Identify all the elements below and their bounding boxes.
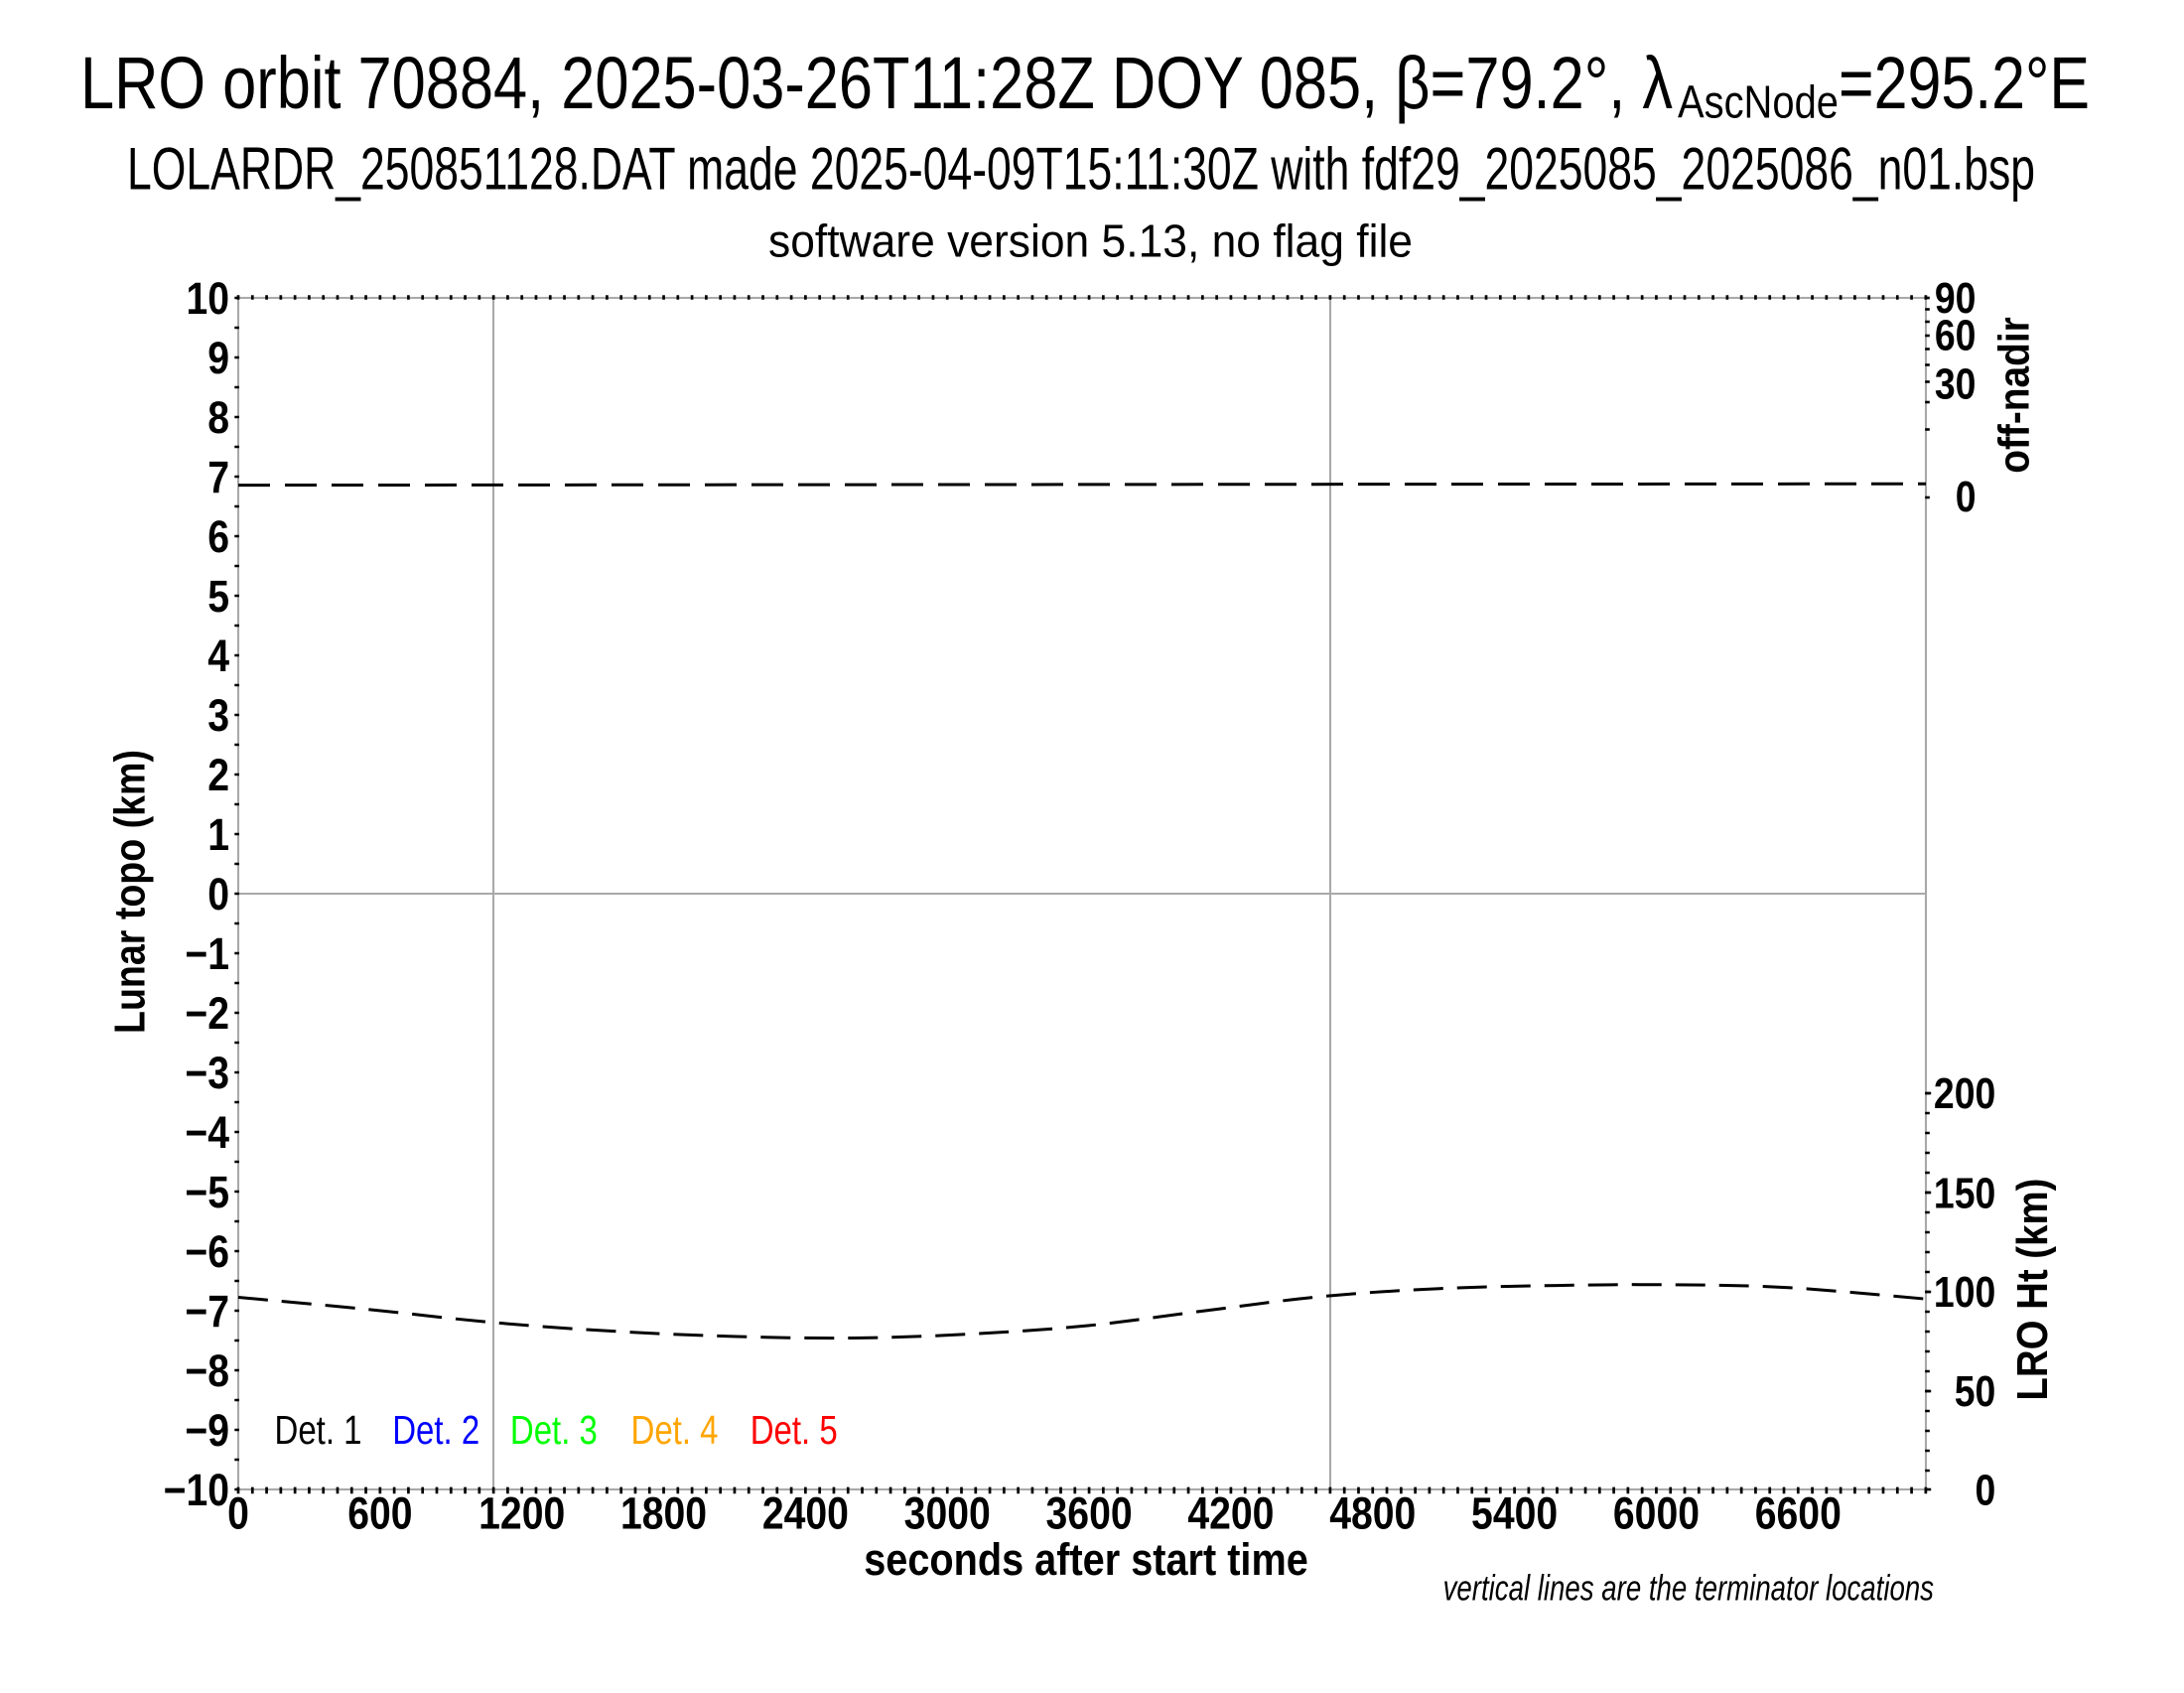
svg-text:4: 4 (207, 631, 229, 681)
svg-text:−9: −9 (185, 1405, 229, 1456)
svg-text:2400: 2400 (762, 1488, 849, 1539)
svg-text:3000: 3000 (904, 1488, 991, 1539)
svg-text:9: 9 (207, 333, 229, 383)
svg-text:Det. 1: Det. 1 (275, 1407, 362, 1453)
svg-text:5400: 5400 (1471, 1488, 1558, 1539)
svg-text:1: 1 (207, 809, 229, 860)
svg-text:−3: −3 (185, 1048, 229, 1098)
svg-text:200: 200 (1934, 1069, 1995, 1118)
svg-text:6600: 6600 (1755, 1488, 1842, 1539)
svg-text:6000: 6000 (1613, 1488, 1700, 1539)
svg-text:100: 100 (1934, 1268, 1995, 1317)
svg-text:3: 3 (207, 690, 229, 741)
svg-text:6: 6 (207, 511, 229, 562)
svg-text:−6: −6 (185, 1226, 229, 1277)
svg-text:4200: 4200 (1187, 1488, 1274, 1539)
svg-text:seconds after start time: seconds after start time (864, 1534, 1308, 1585)
svg-text:−8: −8 (185, 1345, 229, 1396)
svg-text:AscNode: AscNode (1678, 75, 1839, 127)
svg-text:4800: 4800 (1329, 1488, 1416, 1539)
svg-text:−5: −5 (185, 1167, 229, 1217)
svg-text:30: 30 (1935, 360, 1977, 409)
svg-text:8: 8 (207, 392, 229, 443)
svg-text:0: 0 (227, 1488, 249, 1539)
svg-text:2: 2 (207, 750, 229, 800)
svg-text:Det. 2: Det. 2 (392, 1407, 479, 1453)
svg-text:−2: −2 (185, 988, 229, 1039)
svg-text:Lunar topo (km): Lunar topo (km) (107, 750, 155, 1034)
svg-text:LOLARDR_250851128.DAT made 202: LOLARDR_250851128.DAT made 2025-04-09T15… (127, 135, 2035, 202)
svg-text:150: 150 (1934, 1170, 1995, 1218)
svg-text:−7: −7 (185, 1286, 229, 1337)
svg-text:−4: −4 (185, 1107, 229, 1158)
svg-text:90: 90 (1935, 274, 1977, 323)
svg-text:vertical lines are the termina: vertical lines are the terminator locati… (1443, 1568, 1934, 1609)
svg-text:50: 50 (1955, 1367, 1996, 1416)
svg-text:software version 5.13, no flag: software version 5.13, no flag file (768, 215, 1413, 267)
svg-text:−1: −1 (185, 928, 229, 979)
svg-text:600: 600 (347, 1488, 412, 1539)
svg-text:Det. 3: Det. 3 (510, 1407, 598, 1453)
svg-text:60: 60 (1935, 312, 1977, 360)
svg-text:10: 10 (187, 273, 230, 324)
svg-text:LRO Ht (km): LRO Ht (km) (2009, 1179, 2057, 1401)
svg-text:−10: −10 (164, 1465, 229, 1515)
svg-text:0: 0 (1956, 473, 1977, 521)
svg-text:5: 5 (207, 571, 229, 622)
svg-text:3600: 3600 (1046, 1488, 1133, 1539)
svg-text:Det. 4: Det. 4 (631, 1407, 719, 1453)
svg-text:7: 7 (207, 452, 229, 502)
svg-text:=295.2°E: =295.2°E (1839, 42, 2090, 124)
svg-text:1200: 1200 (478, 1488, 565, 1539)
svg-text:off-nadir: off-nadir (1991, 317, 2039, 474)
svg-text:1800: 1800 (620, 1488, 707, 1539)
svg-text:0: 0 (1976, 1467, 1996, 1515)
svg-text:0: 0 (207, 869, 229, 919)
svg-text:Det. 5: Det. 5 (751, 1407, 838, 1453)
svg-text:LRO orbit 70884, 2025-03-26T11: LRO orbit 70884, 2025-03-26T11:28Z DOY 0… (80, 42, 1673, 124)
